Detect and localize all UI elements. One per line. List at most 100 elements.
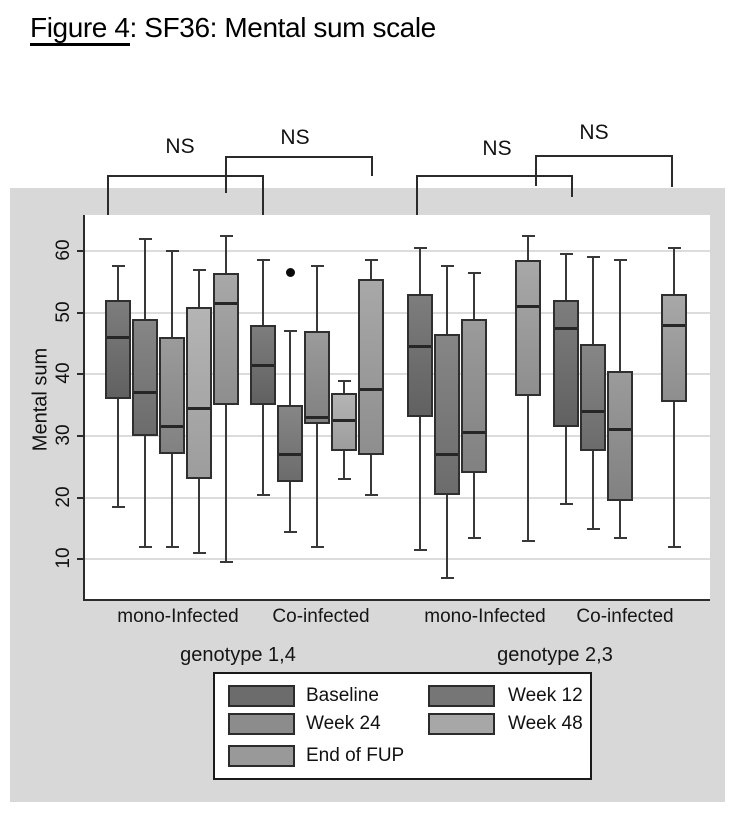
legend-label: End of FUP [306,745,405,766]
boxplot-mono-infected-2-baseline-cap-top [413,246,427,249]
boxplot-co-infected-1-week-48-median [333,419,355,423]
ns-annotation: NS [165,135,195,158]
figure-number: Figure 4 [30,12,130,46]
legend-swatch-baseline [228,685,295,707]
boxplot-mono-infected-2-week-24-cap-top [467,271,481,274]
boxplot-co-infected-3-end-of-fup-median [663,323,685,327]
boxplot-co-infected-1-end-of-fup-cap-bottom [364,493,378,496]
boxplot-mono-infected-0-week-48-cap-bottom [192,552,206,555]
gridline [85,311,710,314]
y-tick-label: 10 [53,547,74,569]
boxplot-mono-infected-0-baseline-cap-bottom [111,505,125,508]
x-category-label: mono-Infected [117,606,239,627]
boxplot-mono-infected-0-end-of-fup-cap-bottom [219,561,233,564]
boxplot-mono-infected-0-end-of-fup-median [215,301,237,305]
legend-label: Week 12 [508,685,583,706]
y-axis-tick [77,250,85,252]
boxplot-co-infected-3-week-12-box [580,343,606,452]
boxplot-co-infected-1-week-24-median [306,416,328,419]
boxplot-mono-infected-2-week-12-cap-top [440,265,454,268]
boxplot-mono-infected-2-week-24-median [463,431,485,435]
boxplot-mono-infected-2-week-12-median [436,453,458,456]
boxplot-co-infected-3-baseline-cap-bottom [559,502,573,505]
boxplot-mono-infected-0-end-of-fup-box [213,272,239,406]
boxplot-mono-infected-0-baseline-median [107,335,129,339]
boxplot-co-infected-3-week-24-median [609,428,631,432]
genotype-label: genotype 1,4 [180,644,296,666]
y-axis-line [83,215,85,601]
comparison-bracket [535,155,673,187]
boxplot-co-infected-3-week-12-cap-top [586,256,600,259]
boxplot-co-infected-1-week-12-median [279,453,301,456]
boxplot-mono-infected-2-week-24-cap-bottom [467,536,481,539]
boxplot-co-infected-1-week-48-cap-bottom [337,478,351,481]
boxplot-co-infected-1-week-24-cap-top [310,265,324,268]
boxplot-mono-infected-0-week-24-cap-top [165,250,179,252]
boxplot-co-infected-1-week-48-box [331,392,357,452]
boxplot-mono-infected-0-week-24-cap-bottom [165,546,179,548]
gridline [85,250,710,252]
boxplot-co-infected-3-week-12-median [582,409,604,413]
y-axis-title: Mental sum [29,347,52,452]
boxplot-co-infected-3-baseline-median [555,326,577,330]
genotype-label: genotype 2,3 [497,644,613,666]
boxplot-mono-infected-0-baseline-box [105,300,131,399]
boxplot-co-infected-3-week-24-cap-bottom [613,536,627,539]
boxplot-mono-infected-2-end-of-fup-cap-bottom [521,539,535,542]
y-tick-label: 20 [53,486,74,508]
boxplot-co-infected-1-baseline-cap-top [256,259,270,262]
y-tick-label: 40 [53,362,74,384]
legend-swatch-week-12 [428,685,495,707]
ns-annotation: NS [579,121,609,144]
boxplot-co-infected-1-week-12-outlier [285,268,295,278]
boxplot-co-infected-1-week-12-cap-bottom [283,530,297,533]
y-tick-label: 50 [53,301,74,323]
gridline [85,496,710,499]
boxplot-mono-infected-0-baseline-cap-top [111,265,125,268]
boxplot-mono-infected-0-week-24-median [161,425,183,429]
y-axis-tick [77,558,85,561]
boxplot-co-infected-3-week-12-cap-bottom [586,527,600,530]
legend-swatch-end-of-fup [228,745,295,767]
boxplot-mono-infected-0-week-24-box [159,337,185,455]
boxplot-co-infected-3-baseline-cap-top [559,253,573,256]
y-axis-tick [77,311,85,314]
figure-title: Figure 4: SF36: Mental sum scale [30,12,437,46]
boxplot-co-infected-1-baseline-cap-bottom [256,493,270,496]
gridline [85,435,710,437]
legend-swatch-week-48 [428,713,495,735]
y-tick-label: 30 [53,424,74,446]
boxplot-mono-infected-2-baseline-box [407,294,433,418]
x-category-label: mono-Infected [424,606,546,627]
boxplot-mono-infected-2-week-12-box [434,334,460,495]
y-tick-label: 60 [53,239,74,261]
boxplot-mono-infected-0-week-48-cap-top [192,268,206,271]
boxplot-co-infected-3-end-of-fup-box [661,294,687,403]
boxplot-mono-infected-2-week-12-cap-bottom [440,576,454,579]
boxplot-mono-infected-0-week-48-median [188,406,210,410]
figure-title-text: : SF36: Mental sum scale [129,12,437,43]
gridline [85,373,710,376]
boxplot-mono-infected-0-week-48-box [186,306,212,480]
x-category-label: Co-infected [576,606,674,627]
boxplot-mono-infected-0-week-12-median [134,391,156,395]
boxplot-co-infected-1-end-of-fup-box [358,278,384,455]
x-axis-line [83,599,710,601]
boxplot-mono-infected-2-end-of-fup-cap-top [521,234,535,237]
boxplot-mono-infected-0-end-of-fup-cap-top [219,234,233,237]
y-axis-tick [77,373,85,376]
boxplot-co-infected-1-week-24-box [304,331,330,424]
boxplot-mono-infected-0-week-12-box [132,318,158,436]
boxplot-co-infected-1-end-of-fup-cap-top [364,259,378,262]
boxplot-mono-infected-2-week-24-box [461,318,487,473]
boxplot-mono-infected-2-baseline-median [409,345,431,349]
legend-label: Baseline [306,685,379,706]
boxplot-co-infected-3-end-of-fup-cap-bottom [667,546,681,548]
gridline [85,558,710,561]
boxplot-co-infected-1-end-of-fup-median [360,388,382,392]
boxplot-co-infected-3-week-24-box [607,371,633,501]
boxplot-mono-infected-2-end-of-fup-box [515,260,541,396]
boxplot-co-infected-1-baseline-median [252,363,274,367]
boxplot-co-infected-1-week-12-cap-top [283,330,297,333]
